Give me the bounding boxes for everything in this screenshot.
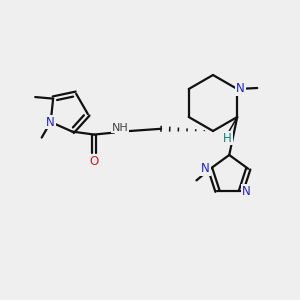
Text: H: H — [223, 131, 232, 145]
Text: N: N — [242, 185, 250, 198]
Text: O: O — [89, 155, 99, 168]
Text: N: N — [46, 116, 55, 128]
Text: N: N — [201, 162, 210, 175]
Text: NH: NH — [112, 123, 128, 133]
Text: N: N — [236, 82, 244, 95]
